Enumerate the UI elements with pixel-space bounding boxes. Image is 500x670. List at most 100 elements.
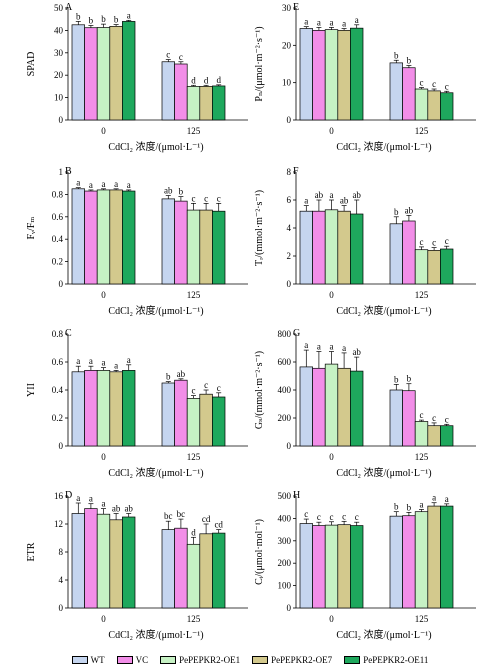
sig-letter-h: c [342,511,346,521]
sig-letter-c: c [217,383,221,393]
y-axis-label-b: Fᵥ/Fₘ [26,217,37,240]
legend-item-WT: WT [71,655,105,665]
sig-letter-g: a [317,342,321,352]
sig-letter-b: c [204,193,208,203]
panel-letter-d: D [65,490,72,501]
sig-letter-b: a [102,179,106,189]
sig-letter-b: ab [164,186,173,196]
x-tick-label-b: 125 [187,290,201,300]
x-tick-label-a: 125 [187,126,201,136]
sig-letter-f: c [432,238,436,248]
bar-h-0-PePEPKR2-OE1 [324,524,339,609]
sig-letter-h: b [394,502,399,512]
legend-swatch [252,656,269,664]
bar-e-0-PePEPKR2-OE1 [324,29,339,121]
x-tick-label-g: 0 [329,452,334,462]
sig-letter-g: c [420,410,424,420]
sig-letter-h: c [304,509,308,519]
bar-e-125-PePEPKR2-OE11 [440,92,454,121]
y-tick-label-h: 0 [287,603,292,613]
sig-letter-e: c [445,81,449,91]
sig-letter-d: d [191,527,196,537]
x-axis-label-f: CdCl₂ 浓度/(μmol·L⁻¹) [336,304,431,317]
bar-f-0-WT [299,210,313,285]
bar-e-125-VC [402,67,416,121]
bar-g-0-PePEPKR2-OE11 [350,370,364,447]
sig-letter-d: ab [124,504,133,514]
bar-h-0-PePEPKR2-OE11 [350,525,364,609]
bar-h-125-PePEPKR2-OE7 [427,505,441,609]
sig-letter-g: a [342,343,346,353]
legend-item-VC: VC [116,655,148,665]
sig-letter-e: b [407,55,412,65]
bar-g-125-WT [389,389,403,447]
sig-letter-f: b [394,207,399,217]
y-tick-label-e: 0 [287,115,292,125]
sig-letter-c: c [192,386,196,396]
panel-letter-f: F [293,166,299,177]
bar-g-125-PePEPKR2-OE1 [414,421,429,447]
sig-letter-f: ab [405,205,414,215]
y-tick-label-g: 800 [278,329,292,339]
bar-d-125-PePEPKR2-OE11 [212,532,226,609]
sig-letter-g: c [432,413,436,423]
bar-e-0-VC [312,30,326,121]
sig-letter-d: a [76,493,80,503]
x-axis-label-e: CdCl₂ 浓度/(μmol·L⁻¹) [336,140,431,153]
bar-d-125-WT [161,529,175,609]
legend-label: PePEPKR2-OE7 [271,655,333,665]
bar-a-125-VC [174,63,188,121]
bar-b-125-PePEPKR2-OE11 [212,210,226,285]
y-tick-label-h: 500 [278,491,292,501]
y-tick-label-f: 2 [287,251,292,261]
y-axis-label-g: Gₛ/(mmol·m⁻²·s⁻¹) [254,351,265,429]
sig-letter-f: ab [315,190,324,200]
bar-f-0-VC [312,210,326,285]
sig-letter-g: b [394,374,399,384]
bar-c-125-PePEPKR2-OE7 [199,393,213,447]
sig-letter-g: a [304,340,308,350]
sig-letter-b: b [179,187,184,197]
bar-d-125-PePEPKR2-OE1 [186,543,201,609]
bar-h-125-WT [389,515,403,609]
bar-c-0-PePEPKR2-OE7 [109,371,123,447]
bar-c-0-VC [84,370,98,447]
bar-g-0-WT [299,366,313,447]
sig-letter-f: ab [340,196,349,206]
bar-b-125-PePEPKR2-OE7 [199,209,213,285]
y-tick-label-g: 200 [278,413,292,423]
sig-letter-b: a [114,179,118,189]
bar-d-0-PePEPKR2-OE7 [109,519,123,609]
y-tick-label-b: 0.2 [52,257,63,267]
bar-c-125-PePEPKR2-OE11 [212,396,226,447]
bar-e-0-PePEPKR2-OE7 [337,30,351,121]
bar-b-125-VC [174,200,188,285]
bar-g-0-PePEPKR2-OE1 [324,363,339,447]
sig-letter-h: c [355,512,359,522]
bar-f-125-PePEPKR2-OE11 [440,248,454,285]
y-tick-label-a: 10 [54,93,64,103]
sig-letter-a: d [216,75,221,85]
y-tick-label-g: 400 [278,385,292,395]
sig-letter-d: ab [112,504,121,514]
y-tick-label-d: 4 [59,575,64,585]
bar-g-0-VC [312,367,326,447]
sig-letter-g: a [330,342,334,352]
sig-letter-d: cd [202,514,211,524]
panel-letter-b: B [65,166,72,177]
sig-letter-b: c [192,193,196,203]
bar-b-0-VC [84,190,98,285]
bar-h-0-PePEPKR2-OE7 [337,524,351,609]
bar-b-0-PePEPKR2-OE7 [109,189,123,285]
y-tick-label-f: 6 [287,195,292,205]
sig-letter-b: a [89,180,93,190]
x-tick-label-g: 125 [415,452,429,462]
sig-letter-c: a [102,358,106,368]
bar-c-0-PePEPKR2-OE11 [122,370,136,447]
y-tick-label-c: 0.2 [52,413,63,423]
bar-a-0-VC [84,27,98,121]
y-tick-label-c: 0.6 [52,357,64,367]
